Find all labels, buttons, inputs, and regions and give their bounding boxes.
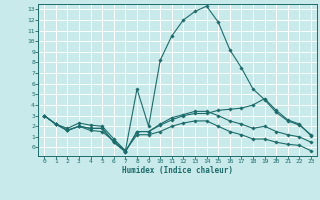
X-axis label: Humidex (Indice chaleur): Humidex (Indice chaleur) <box>122 166 233 175</box>
